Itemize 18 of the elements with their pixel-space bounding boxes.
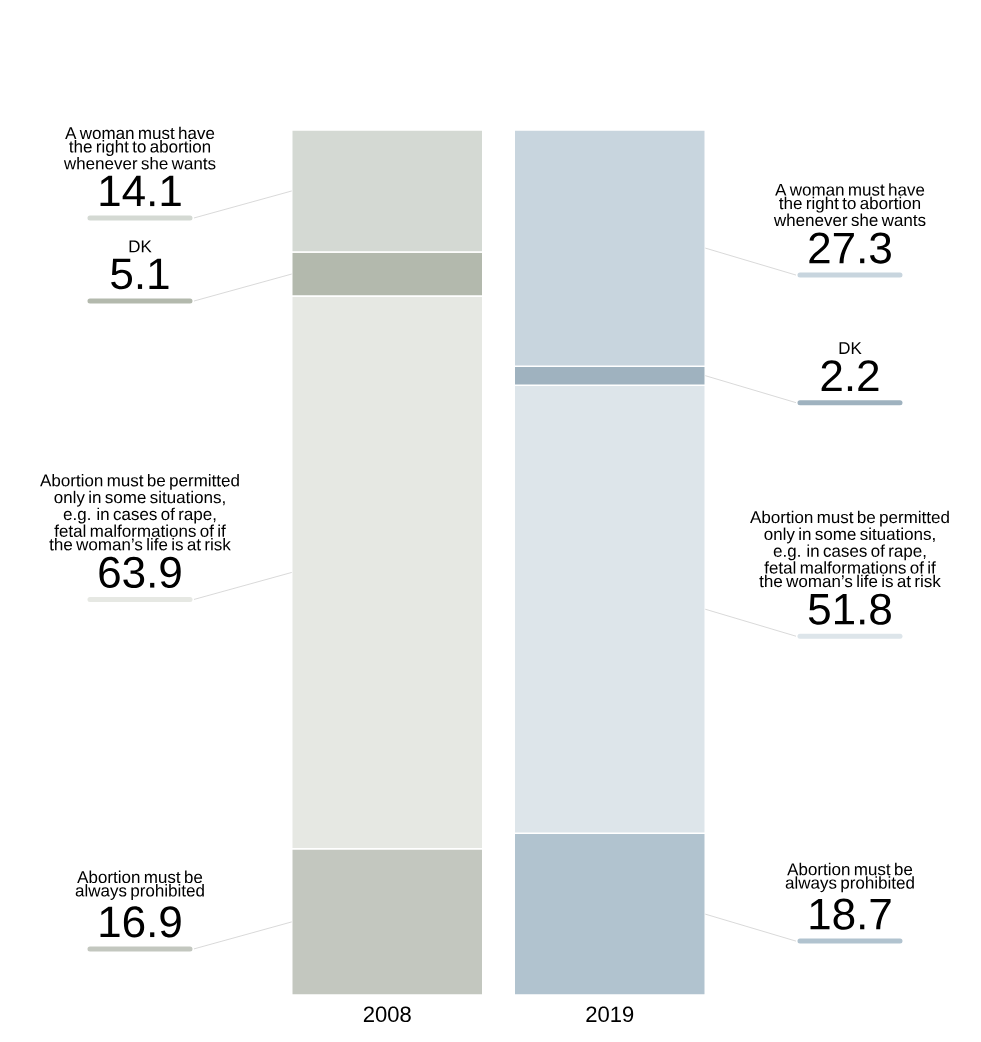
- text: DK: [129, 240, 152, 253]
- data-label: 27.3: [809, 232, 891, 264]
- text: A woman must have the right to abortion whenever she wants: [63, 126, 216, 170]
- data-label: 5.1: [111, 258, 169, 290]
- data-label: 63.9: [99, 556, 181, 589]
- text: Abortion must be permitted only in some situations, e.g. in cases of rape, fetal malformations of if the woman’s life is at risk: [40, 473, 239, 551]
- text: Abortion must be always prohibited: [785, 862, 914, 893]
- data-label: 16.9: [100, 906, 181, 938]
- data-label: 14.1: [100, 175, 181, 207]
- data-label: 18.7: [810, 898, 891, 930]
- data-label: 2.2: [821, 360, 879, 392]
- x-tick-label: 2008: [363, 1006, 411, 1023]
- x-tick-label: 2019: [586, 1006, 634, 1023]
- text: Abortion must be permitted only in some situations, e.g. in cases of rape, fetal malformations of if the woman’s life is at risk: [750, 510, 949, 588]
- text: Abortion must be always prohibited: [75, 870, 204, 900]
- text: DK: [839, 342, 862, 354]
- text: A woman must have the right to abortion whenever she wants: [773, 183, 926, 227]
- data-label: 51.8: [808, 593, 891, 625]
